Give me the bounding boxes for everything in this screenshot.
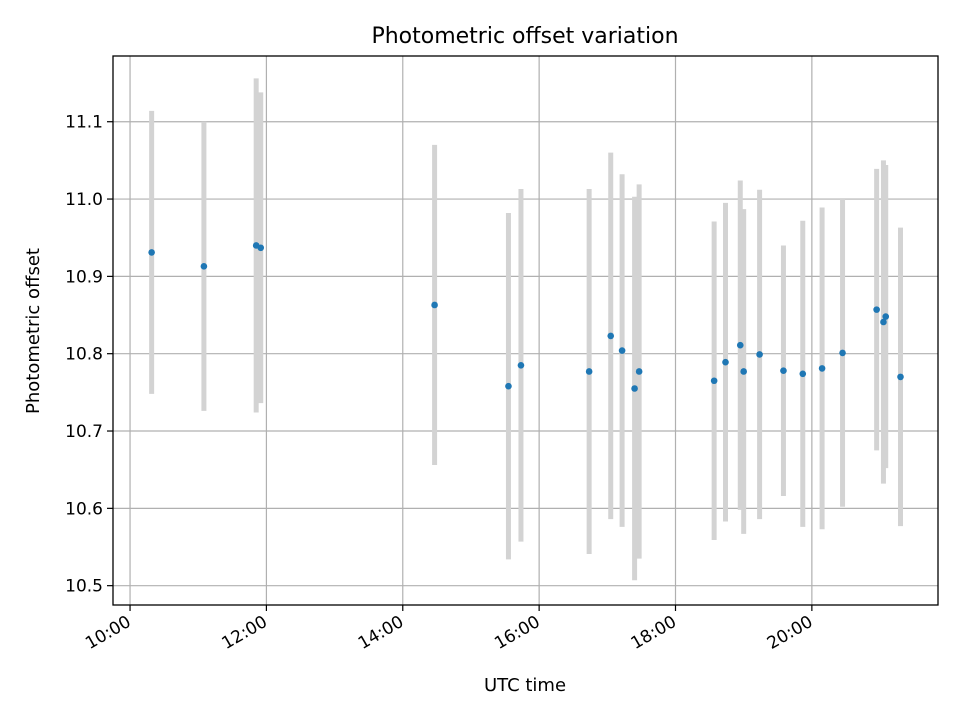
y-tick-label: 10.8 [65,345,103,365]
data-point [873,306,880,313]
x-tick-label: 14:00 [355,612,407,654]
data-point [839,349,846,357]
data-point [505,382,512,390]
data-point [200,263,208,270]
data-point [722,358,729,366]
data-point [631,385,638,392]
x-tick-label: 10:00 [82,612,134,654]
plot-frame [112,55,939,606]
x-axis-label: UTC time [484,675,566,696]
y-tick-label: 11.0 [65,190,103,210]
data-point [882,313,890,320]
data-point [148,249,155,256]
data-point [618,347,626,354]
y-tick-label: 10.5 [65,577,103,597]
data-point [607,332,615,340]
x-tick-label: 12:00 [218,612,270,654]
data-point [736,341,744,349]
data-points [148,242,904,392]
axis-ticks: 10:00 12:00 14:00 16:00 18:00 20:00 10.5 10.6 10… [65,113,816,654]
x-tick-label: 18:00 [628,612,680,654]
chart-title: Photometric offset variation [371,24,678,49]
data-point [431,301,438,309]
y-tick-label: 10.7 [65,422,103,442]
data-point [740,368,747,375]
y-tick-label: 10.6 [65,499,103,519]
data-point [517,361,525,369]
data-point [880,318,887,326]
x-tick-label: 20:00 [764,612,816,654]
data-point [710,377,718,385]
grid [113,56,938,605]
data-point [897,373,904,381]
error-bars [149,78,903,581]
y-tick-label: 10.9 [65,267,103,287]
data-point [780,367,787,375]
data-point [799,370,807,378]
data-point [756,351,763,358]
data-point [585,368,593,375]
y-axis-label: Photometric offset [23,248,44,414]
y-tick-label: 11.1 [65,113,103,133]
data-point [635,368,643,375]
data-point [818,365,826,372]
x-tick-label: 16:00 [491,612,543,654]
data-point [257,244,265,252]
